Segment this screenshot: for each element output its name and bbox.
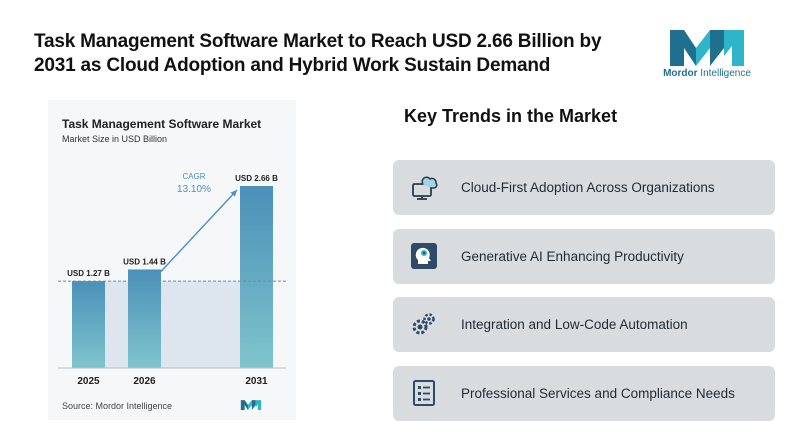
trend-card-integration: Integration and Low-Code Automation bbox=[393, 297, 775, 352]
category-label: 2025 bbox=[77, 376, 100, 387]
bar-2026 bbox=[128, 269, 161, 368]
cagr-arrow bbox=[160, 189, 238, 272]
bar-2025 bbox=[72, 281, 105, 368]
cagr-arrowhead bbox=[230, 190, 237, 197]
value-label: USD 2.66 B bbox=[235, 174, 278, 183]
category-label: 2026 bbox=[133, 376, 156, 387]
gears-icon bbox=[412, 313, 435, 335]
checklist-icon bbox=[413, 380, 435, 406]
chart-panel: USD 1.27 B 2025 USD 1.44 B 2026 USD 2.66 B 20… bbox=[48, 100, 296, 420]
bar-chart: USD 1.27 B 2025 USD 1.44 B 2026 USD 2.66 B 20… bbox=[58, 172, 286, 387]
ai-head-icon bbox=[411, 243, 437, 269]
trend-card-services: Professional Services and Compliance Nee… bbox=[393, 366, 775, 421]
chart-title: Task Management Software Market bbox=[62, 117, 262, 131]
cagr-label: CAGR bbox=[182, 172, 205, 181]
cloud-computer-icon bbox=[412, 176, 438, 200]
trend-card-ai: Generative AI Enhancing Productivity bbox=[393, 229, 775, 284]
page-headline: Task Management Software Market to Reach… bbox=[34, 31, 602, 76]
trend-label: Cloud-First Adoption Across Organization… bbox=[461, 179, 715, 195]
value-label: USD 1.44 B bbox=[123, 257, 166, 266]
cagr-value: 13.10% bbox=[177, 184, 211, 195]
value-label: USD 1.27 B bbox=[67, 269, 110, 278]
trend-label: Generative AI Enhancing Productivity bbox=[461, 248, 684, 264]
category-label: 2031 bbox=[245, 376, 268, 387]
brand-logo: Mordor Intelligence bbox=[662, 26, 752, 82]
brand-mark-icon bbox=[670, 30, 744, 66]
trend-label: Professional Services and Compliance Nee… bbox=[461, 385, 735, 401]
chart-source: Source: Mordor Intelligence bbox=[62, 401, 173, 411]
bar-2031 bbox=[240, 186, 273, 368]
mini-brand-icon bbox=[240, 400, 262, 410]
brand-name: Mordor Intelligence bbox=[663, 68, 751, 79]
trend-card-cloud: Cloud-First Adoption Across Organization… bbox=[393, 160, 775, 215]
chart-subtitle: Market Size in USD Billion bbox=[62, 134, 168, 144]
trends-title: Key Trends in the Market bbox=[404, 106, 618, 126]
trend-label: Integration and Low-Code Automation bbox=[461, 316, 688, 332]
